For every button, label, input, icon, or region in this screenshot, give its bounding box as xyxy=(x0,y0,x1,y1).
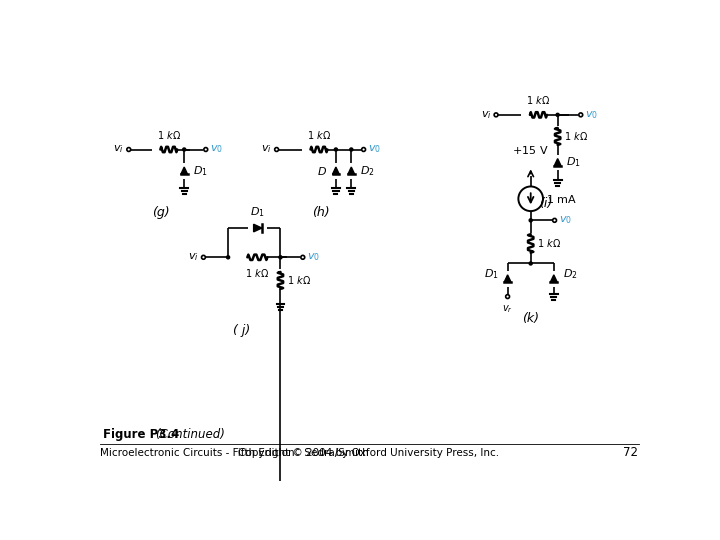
Text: $v_0$: $v_0$ xyxy=(559,214,572,226)
Text: (h): (h) xyxy=(312,206,329,219)
Text: $v_0$: $v_0$ xyxy=(210,144,223,156)
Text: $1\ k\Omega$: $1\ k\Omega$ xyxy=(307,129,331,141)
Text: $1\ k\Omega$: $1\ k\Omega$ xyxy=(526,94,550,106)
Text: $v_0$: $v_0$ xyxy=(368,144,381,156)
Text: $1\ k\Omega$: $1\ k\Omega$ xyxy=(157,129,181,141)
Text: Figure P3.4: Figure P3.4 xyxy=(104,428,179,441)
Text: $v_i$: $v_i$ xyxy=(261,144,272,156)
Polygon shape xyxy=(181,167,188,174)
Text: (Continued): (Continued) xyxy=(155,428,225,441)
Text: $v_r$: $v_r$ xyxy=(502,303,513,315)
Text: $D_1$: $D_1$ xyxy=(193,164,207,178)
Text: (k): (k) xyxy=(522,313,539,326)
Text: $1\ \mathrm{mA}$: $1\ \mathrm{mA}$ xyxy=(546,193,577,205)
Text: $D_1$: $D_1$ xyxy=(566,156,581,170)
Text: $D$: $D$ xyxy=(317,165,327,177)
Text: $1\ k\Omega$: $1\ k\Omega$ xyxy=(246,267,269,279)
Polygon shape xyxy=(333,167,339,174)
Text: $1\ k\Omega$: $1\ k\Omega$ xyxy=(564,131,588,143)
Text: (i): (i) xyxy=(539,197,553,210)
Text: $v_i$: $v_i$ xyxy=(188,252,199,263)
Text: $+15\ \mathrm{V}$: $+15\ \mathrm{V}$ xyxy=(513,144,549,156)
Circle shape xyxy=(279,256,282,259)
Text: $1\ k\Omega$: $1\ k\Omega$ xyxy=(537,238,561,249)
Circle shape xyxy=(227,256,230,259)
Circle shape xyxy=(529,219,532,222)
Polygon shape xyxy=(550,275,557,282)
Text: $D_1$: $D_1$ xyxy=(484,267,498,281)
Text: $v_i$: $v_i$ xyxy=(481,109,492,121)
Text: $v_0$: $v_0$ xyxy=(307,252,320,263)
Text: $v_i$: $v_i$ xyxy=(114,144,124,156)
Circle shape xyxy=(350,148,353,151)
Circle shape xyxy=(529,262,532,265)
Text: Copyright © 2004 by Oxford University Press, Inc.: Copyright © 2004 by Oxford University Pr… xyxy=(238,448,500,458)
Text: 72: 72 xyxy=(624,447,639,460)
Circle shape xyxy=(334,148,338,151)
Text: $v_0$: $v_0$ xyxy=(585,109,598,121)
Text: $D_1$: $D_1$ xyxy=(250,205,265,219)
Text: ( j): ( j) xyxy=(233,324,251,337)
Polygon shape xyxy=(253,224,262,232)
Polygon shape xyxy=(504,275,511,282)
Text: (g): (g) xyxy=(153,206,170,219)
Text: $D_2$: $D_2$ xyxy=(563,267,577,281)
Text: $D_2$: $D_2$ xyxy=(360,164,374,178)
Circle shape xyxy=(183,148,186,151)
Text: Microelectronic Circuits - Fifth Edition   Sedra/Smith: Microelectronic Circuits - Fifth Edition… xyxy=(99,448,368,458)
Polygon shape xyxy=(554,159,561,166)
Circle shape xyxy=(556,113,559,117)
Text: $1\ k\Omega$: $1\ k\Omega$ xyxy=(287,274,311,286)
Polygon shape xyxy=(348,167,355,174)
